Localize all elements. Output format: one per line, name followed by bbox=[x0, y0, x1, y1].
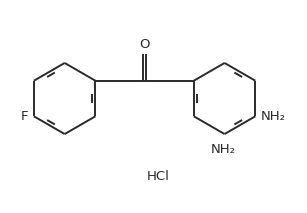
Text: HCl: HCl bbox=[146, 170, 169, 183]
Text: NH₂: NH₂ bbox=[210, 143, 235, 156]
Text: F: F bbox=[21, 110, 29, 123]
Text: NH₂: NH₂ bbox=[261, 110, 286, 123]
Text: O: O bbox=[139, 38, 150, 51]
